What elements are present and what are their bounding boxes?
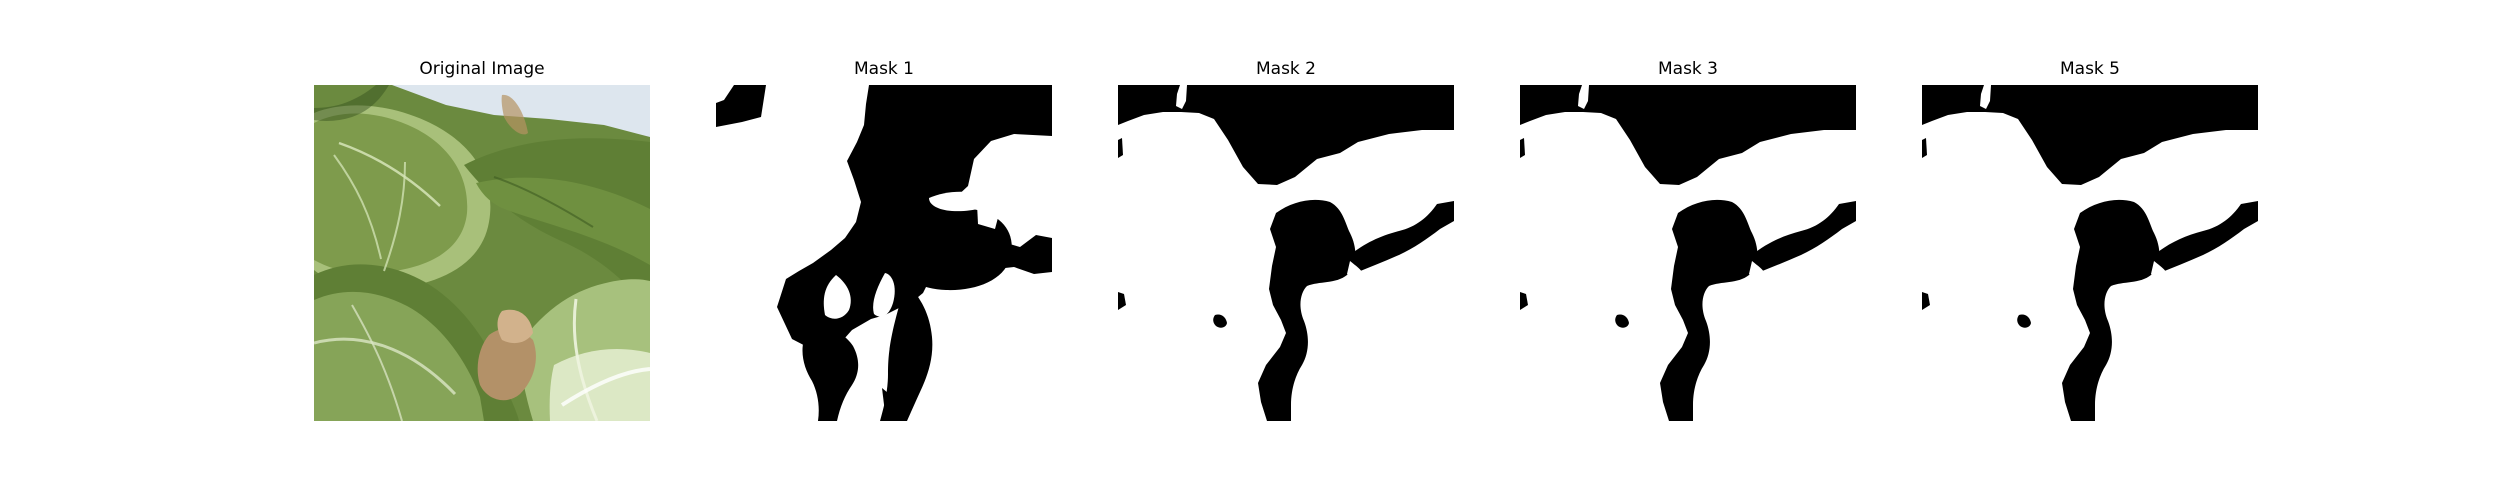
leaf-photo: [314, 85, 650, 421]
panel-title-mask-3: Mask 3: [1657, 59, 1718, 79]
mask-1-shape: [716, 85, 1052, 421]
panel-title-original-image: Original Image: [419, 59, 545, 79]
panel-title-mask-1: Mask 1: [853, 59, 914, 79]
panel-title-mask-2: Mask 2: [1255, 59, 1316, 79]
mask-3-panel: Mask 3: [1520, 54, 1856, 421]
mask-3-shape: [1520, 85, 1856, 421]
mask-1-image: [716, 85, 1052, 421]
original-image-panel: Original Image: [314, 54, 650, 421]
mask-5-panel: Mask 5: [1922, 54, 2258, 421]
mask-2-image: [1118, 85, 1454, 421]
panel-title-mask-5: Mask 5: [2059, 59, 2120, 79]
mask-1-panel: Mask 1: [716, 54, 1052, 421]
mask-2-panel: Mask 2: [1118, 54, 1454, 421]
mask-5-shape: [1922, 85, 2258, 421]
mask-3-image: [1520, 85, 1856, 421]
original-image: [314, 85, 650, 421]
mask-5-image: [1922, 85, 2258, 421]
mask-2-shape: [1118, 85, 1454, 421]
